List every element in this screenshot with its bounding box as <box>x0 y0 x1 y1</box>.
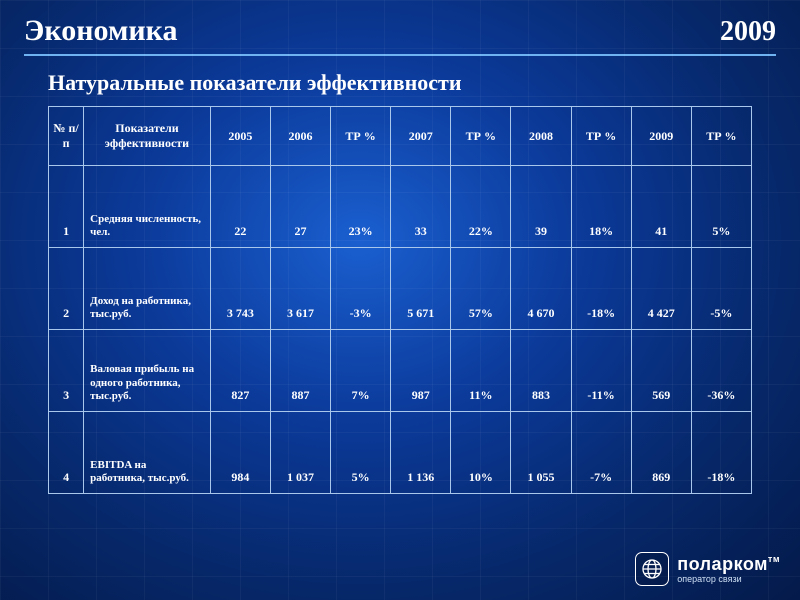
cell: 27 <box>270 166 330 248</box>
section-subtitle: Натуральные показатели эффективности <box>0 56 800 106</box>
cell: 869 <box>631 412 691 494</box>
col-header: ТР % <box>451 107 511 166</box>
cell: 57% <box>451 248 511 330</box>
cell: 10% <box>451 412 511 494</box>
cell: -18% <box>691 412 751 494</box>
row-index: 1 <box>49 166 84 248</box>
row-index: 2 <box>49 248 84 330</box>
cell: -11% <box>571 330 631 412</box>
cell: 984 <box>210 412 270 494</box>
col-header: ТР % <box>331 107 391 166</box>
cell: 3 617 <box>270 248 330 330</box>
page-title: Экономика <box>24 14 178 48</box>
row-label: Валовая прибыль на одного работника, тыс… <box>84 330 211 412</box>
row-index: 3 <box>49 330 84 412</box>
cell: 5% <box>691 166 751 248</box>
col-header: 2006 <box>270 107 330 166</box>
metrics-table: № п/п Показатели эффективности 2005 2006… <box>48 106 752 494</box>
cell: -18% <box>571 248 631 330</box>
cell: 5% <box>331 412 391 494</box>
page-year: 2009 <box>720 16 776 48</box>
cell: 1 136 <box>391 412 451 494</box>
cell: 4 670 <box>511 248 571 330</box>
col-header: 2007 <box>391 107 451 166</box>
table-row: 3 Валовая прибыль на одного работника, т… <box>49 330 752 412</box>
cell: 5 671 <box>391 248 451 330</box>
cell: 987 <box>391 330 451 412</box>
cell: -36% <box>691 330 751 412</box>
brand-name: поларкомтм <box>677 555 780 573</box>
cell: 23% <box>331 166 391 248</box>
cell: 33 <box>391 166 451 248</box>
col-header: № п/п <box>49 107 84 166</box>
cell: 7% <box>331 330 391 412</box>
cell: 39 <box>511 166 571 248</box>
row-index: 4 <box>49 412 84 494</box>
cell: -5% <box>691 248 751 330</box>
cell: 3 743 <box>210 248 270 330</box>
cell: 4 427 <box>631 248 691 330</box>
row-label: Доход на работника, тыс.руб. <box>84 248 211 330</box>
cell: -3% <box>331 248 391 330</box>
col-header: Показатели эффективности <box>84 107 211 166</box>
cell: 887 <box>270 330 330 412</box>
col-header: ТР % <box>691 107 751 166</box>
cell: 18% <box>571 166 631 248</box>
cell: 11% <box>451 330 511 412</box>
globe-icon <box>635 552 669 586</box>
table-row: 4 EBITDA на работника, тыс.руб. 984 1 03… <box>49 412 752 494</box>
row-label: EBITDA на работника, тыс.руб. <box>84 412 211 494</box>
cell: 569 <box>631 330 691 412</box>
cell: 1 037 <box>270 412 330 494</box>
col-header: ТР % <box>571 107 631 166</box>
row-label: Средняя численность, чел. <box>84 166 211 248</box>
cell: 1 055 <box>511 412 571 494</box>
tm-mark: тм <box>768 554 780 564</box>
table-row: 2 Доход на работника, тыс.руб. 3 743 3 6… <box>49 248 752 330</box>
col-header: 2005 <box>210 107 270 166</box>
brand-subtitle: оператор связи <box>677 575 780 584</box>
cell: 22 <box>210 166 270 248</box>
brand-footer: поларкомтм оператор связи <box>635 552 780 586</box>
col-header: 2008 <box>511 107 571 166</box>
cell: -7% <box>571 412 631 494</box>
cell: 827 <box>210 330 270 412</box>
table-header-row: № п/п Показатели эффективности 2005 2006… <box>49 107 752 166</box>
table-body: 1 Средняя численность, чел. 22 27 23% 33… <box>49 166 752 494</box>
cell: 22% <box>451 166 511 248</box>
table-row: 1 Средняя численность, чел. 22 27 23% 33… <box>49 166 752 248</box>
col-header: 2009 <box>631 107 691 166</box>
cell: 883 <box>511 330 571 412</box>
cell: 41 <box>631 166 691 248</box>
